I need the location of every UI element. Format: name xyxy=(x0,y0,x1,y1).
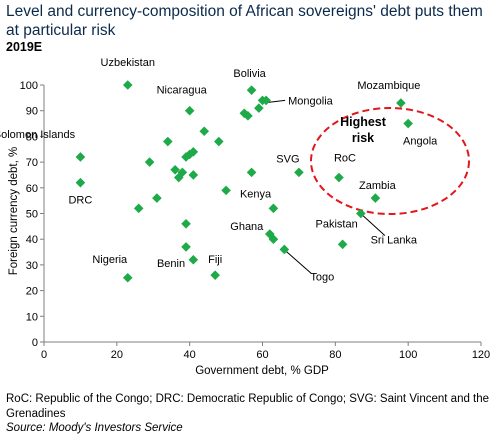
x-tick-label: 120 xyxy=(472,349,490,361)
y-tick-label: 90 xyxy=(26,106,38,118)
x-tick-label: 60 xyxy=(256,349,268,361)
data-point xyxy=(370,193,381,203)
data-point xyxy=(177,167,188,178)
data-point xyxy=(75,177,86,188)
source-note: Source: Moody's Investors Service xyxy=(6,422,183,434)
data-point xyxy=(264,229,275,239)
data-point xyxy=(122,272,133,283)
data-point xyxy=(221,185,231,196)
data-point xyxy=(334,172,344,183)
highest-risk-label: Highest xyxy=(340,115,387,129)
point-label: Mongolia xyxy=(288,95,334,107)
data-point xyxy=(170,165,180,175)
x-tick-label: 80 xyxy=(329,349,341,361)
data-point xyxy=(294,167,304,178)
data-point xyxy=(184,149,195,160)
y-tick-label: 30 xyxy=(26,260,38,272)
data-point xyxy=(279,244,290,255)
data-point xyxy=(188,147,199,157)
point-label: Angola xyxy=(403,136,438,148)
x-axis-label: Government debt, % GDP xyxy=(195,365,329,377)
leader-line xyxy=(268,99,286,103)
highest-risk-zone: Highest risk xyxy=(310,107,470,215)
chart-axes: 0 20 40 60 80 100 120 0 10 20 30 40 50 60 70 80 90 100 xyxy=(20,80,491,361)
y-tick-label: 50 xyxy=(26,209,38,221)
data-point xyxy=(257,95,268,106)
point-label: Zambia xyxy=(359,180,397,192)
data-point xyxy=(396,98,406,108)
leader-lines xyxy=(268,99,386,274)
data-point xyxy=(184,105,195,116)
data-point xyxy=(163,136,173,147)
data-points xyxy=(75,80,413,283)
data-point xyxy=(403,118,413,129)
y-tick-label: 0 xyxy=(32,337,38,349)
y-tick-label: 100 xyxy=(20,80,38,92)
highest-risk-ellipse xyxy=(310,107,470,215)
data-point xyxy=(254,103,264,113)
point-label: Fiji xyxy=(208,254,222,266)
data-point xyxy=(210,270,220,280)
point-label: Ghana xyxy=(230,221,264,233)
data-point xyxy=(356,208,366,219)
leader-line xyxy=(362,215,386,236)
point-label: Nicaragua xyxy=(157,85,208,97)
chart-title: Level and currency-composition of Africa… xyxy=(6,3,483,39)
leader-line xyxy=(286,251,312,274)
x-tick-label: 100 xyxy=(399,349,417,361)
data-point xyxy=(199,126,210,137)
data-point xyxy=(181,242,191,252)
y-tick-label: 80 xyxy=(26,131,38,143)
data-point xyxy=(337,239,348,250)
highest-risk-label: risk xyxy=(352,131,374,145)
point-label: Pakistan xyxy=(316,218,358,230)
data-point xyxy=(133,203,144,214)
point-label: Uzbekistan xyxy=(101,57,155,69)
point-label: Togo xyxy=(310,271,334,283)
point-label: Solomon Islands xyxy=(0,129,76,141)
data-point xyxy=(268,234,279,244)
point-label: Benin xyxy=(157,258,185,270)
point-label: SVG xyxy=(276,153,299,165)
data-point xyxy=(214,136,224,147)
point-label: Mozambique xyxy=(357,80,420,92)
y-tick-label: 70 xyxy=(26,157,38,169)
y-tick-label: 20 xyxy=(26,286,38,298)
data-point xyxy=(122,80,133,90)
y-axis-label: Foreign currency debt, % xyxy=(8,147,20,275)
x-tick-label: 0 xyxy=(41,349,47,361)
point-label: Bolivia xyxy=(233,68,266,80)
x-tick-label: 40 xyxy=(184,349,196,361)
footnote: RoC: Republic of the Congo; DRC: Democra… xyxy=(6,393,490,420)
data-point xyxy=(188,254,199,265)
point-labels: Uzbekistan Solomon Islands DRC Nigeria Benin… xyxy=(0,57,438,283)
data-point xyxy=(188,170,199,180)
point-label: RoC xyxy=(334,153,356,165)
x-tick-label: 20 xyxy=(111,349,123,361)
data-point xyxy=(246,85,257,95)
point-label: DRC xyxy=(68,195,92,207)
data-point xyxy=(268,203,279,214)
data-point xyxy=(181,152,191,162)
point-label: Nigeria xyxy=(92,254,128,266)
data-point xyxy=(152,193,162,203)
point-label: Kenya xyxy=(240,188,272,200)
chart-subtitle: 2019E xyxy=(6,40,43,54)
data-point xyxy=(144,157,155,167)
data-point xyxy=(246,167,257,178)
data-point xyxy=(75,152,86,162)
data-point xyxy=(243,111,253,121)
y-tick-label: 10 xyxy=(26,311,38,323)
point-label: Sri Lanka xyxy=(371,235,418,247)
data-point xyxy=(181,218,191,229)
y-tick-label: 60 xyxy=(26,183,38,195)
y-tick-label: 40 xyxy=(26,234,38,246)
